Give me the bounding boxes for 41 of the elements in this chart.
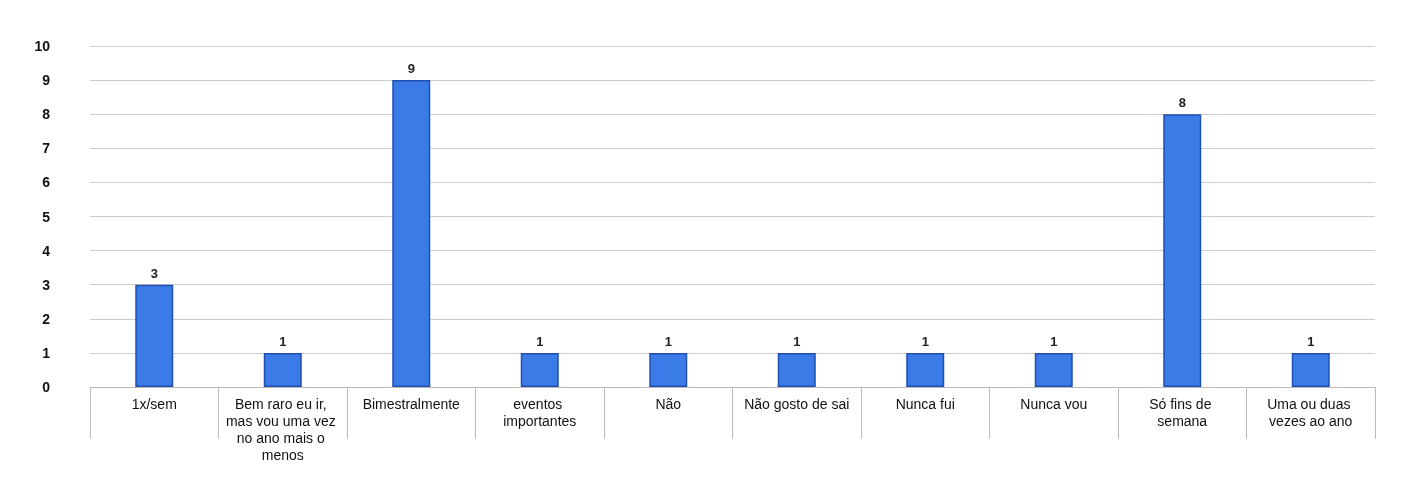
y-tick-label: 7 — [42, 140, 51, 157]
bar — [392, 80, 431, 387]
x-tick-label: eventos importantes — [503, 395, 577, 429]
bar — [649, 352, 688, 387]
y-tick-label: 4 — [42, 242, 51, 259]
bar — [777, 352, 816, 387]
y-tick-label: 6 — [42, 174, 51, 191]
y-tick-label: 9 — [42, 72, 51, 89]
x-tick-label: Uma ou duas vezes ao ano — [1267, 395, 1355, 429]
data-label: 1 — [793, 333, 801, 349]
x-tick-label: Bem raro eu ir, mas vou uma vez no ano mais o menos — [225, 395, 340, 463]
y-tick-label: 1 — [42, 344, 51, 361]
y-tick-label: 8 — [42, 106, 51, 123]
x-tick-label: Bimestralmente — [362, 395, 461, 412]
data-label: 1 — [1050, 333, 1058, 349]
x-tick-label: Não — [655, 395, 682, 412]
y-tick-label: 3 — [42, 276, 51, 293]
y-tick-label: 10 — [34, 38, 51, 54]
bar — [1034, 352, 1073, 387]
bar — [520, 352, 559, 387]
data-label: 1 — [664, 333, 672, 349]
x-tick-label: Nunca vou — [1020, 395, 1088, 412]
data-label: 1 — [1307, 333, 1315, 349]
data-label: 8 — [1178, 95, 1186, 111]
data-label: 1 — [536, 333, 544, 349]
data-label: 9 — [407, 61, 415, 77]
y-tick-label: 5 — [42, 208, 51, 225]
data-label: 1 — [279, 333, 287, 349]
x-tick-label: Nunca fui — [895, 395, 955, 412]
x-tick-label: Não gosto de sai — [744, 395, 850, 412]
data-label: 3 — [150, 265, 158, 281]
bar — [263, 352, 302, 387]
bar — [906, 352, 945, 387]
x-tick-label: Só fins de semana — [1149, 395, 1216, 429]
bar — [135, 284, 174, 387]
bar — [1291, 352, 1330, 387]
bar — [1163, 114, 1202, 387]
y-tick-label: 0 — [42, 379, 51, 395]
data-label: 1 — [921, 333, 929, 349]
x-tick-label: 1x/sem — [131, 395, 177, 412]
y-tick-label: 2 — [42, 310, 51, 327]
